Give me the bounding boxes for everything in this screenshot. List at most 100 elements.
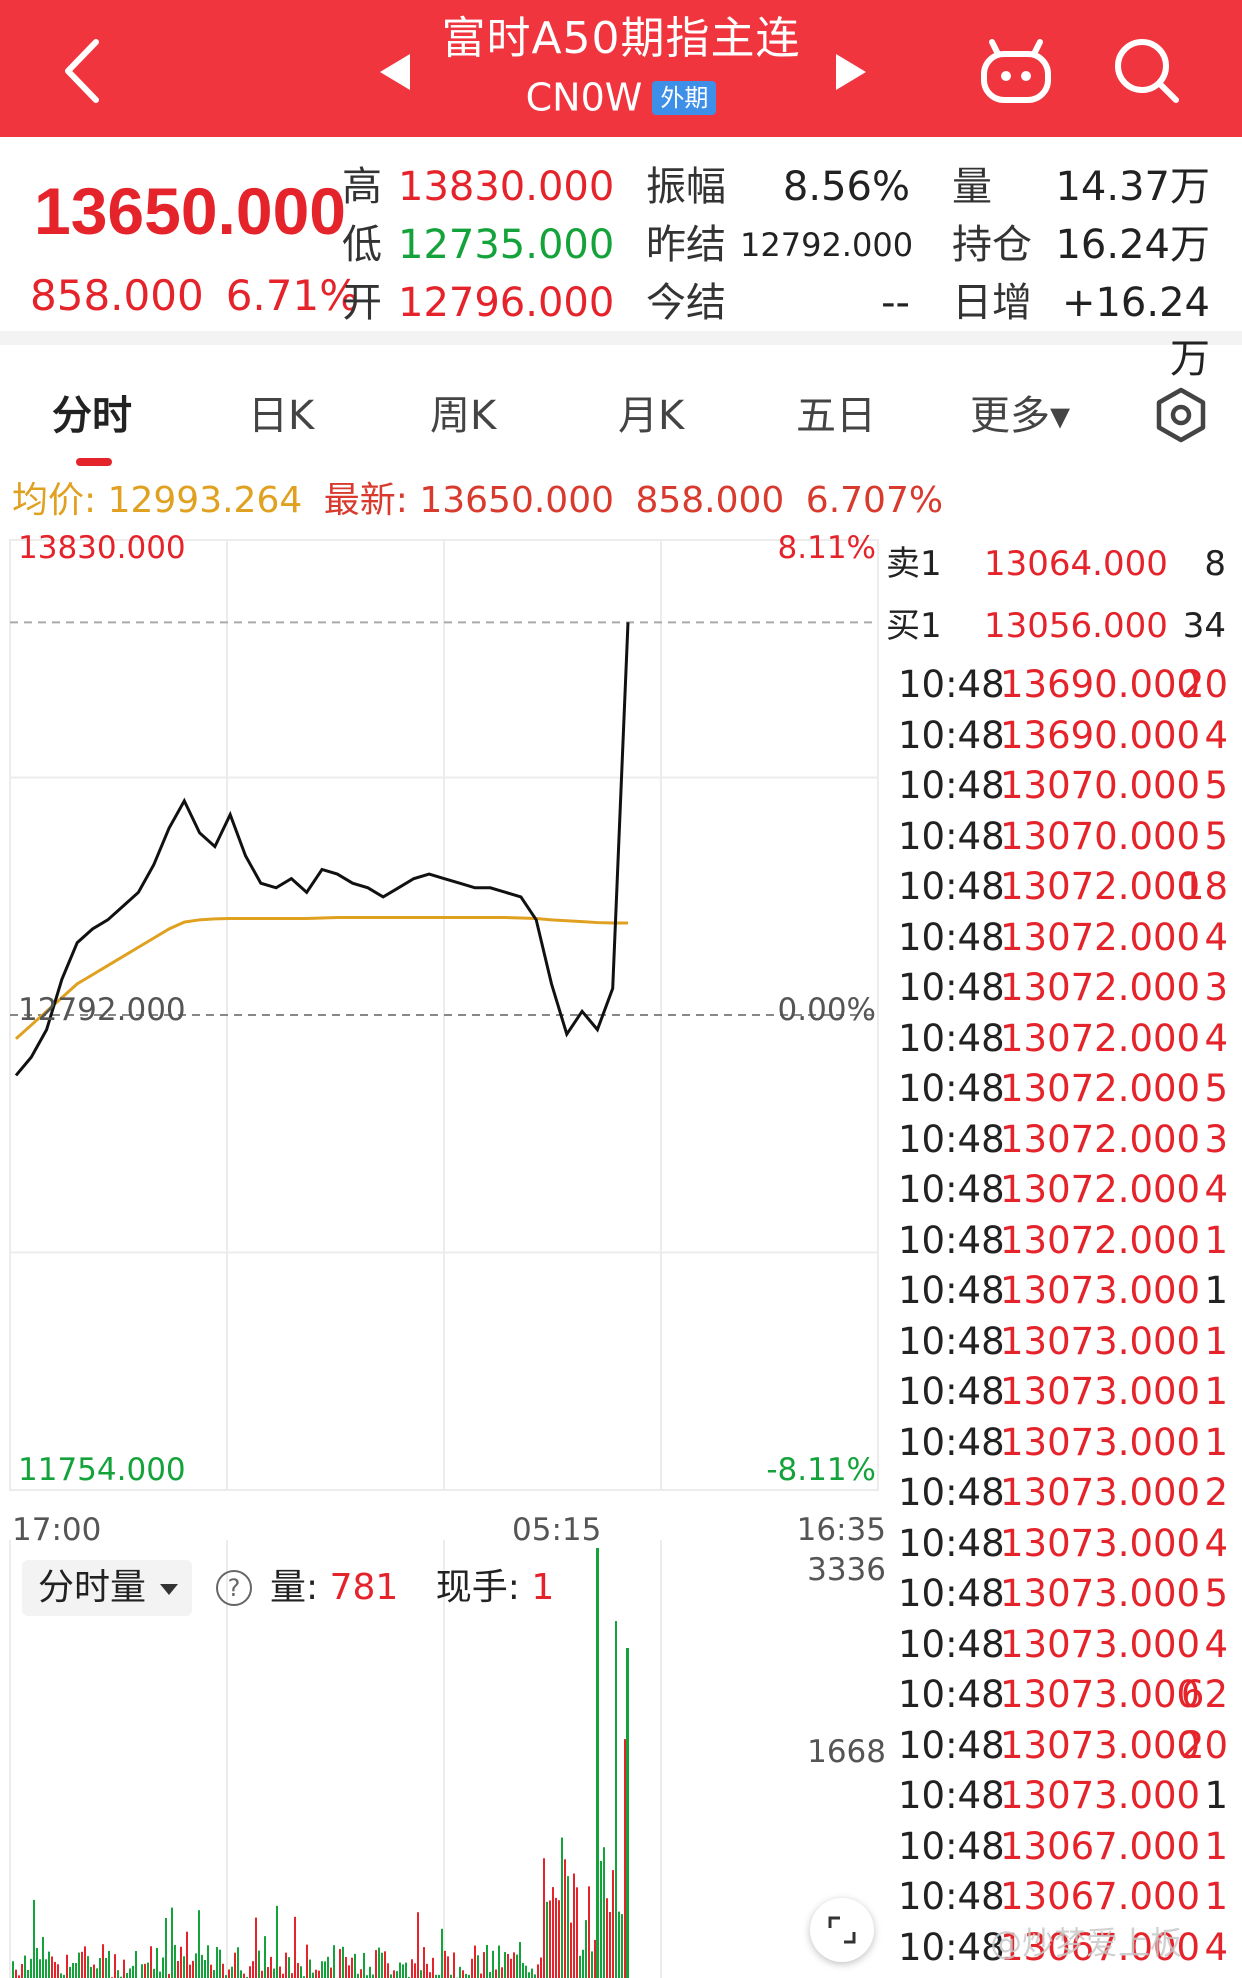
volume-value: 14.37万 bbox=[1055, 164, 1210, 210]
volume-bar bbox=[525, 1965, 527, 1978]
volume-bar bbox=[267, 1967, 269, 1978]
trade-time: 10:48 bbox=[898, 1824, 1005, 1868]
trade-time: 10:48 bbox=[898, 1875, 1005, 1918]
trade-row: 10:48 13072.000 1 bbox=[886, 1216, 1242, 1266]
trade-time: 10:48 bbox=[898, 1622, 1005, 1666]
latest-change: 858.000 bbox=[635, 480, 785, 521]
trade-row: 10:48 13073.000 1 bbox=[886, 1266, 1242, 1316]
tab-intraday[interactable]: 分时 bbox=[52, 393, 132, 439]
latest-change-pct: 6.707% bbox=[805, 480, 944, 521]
trade-row: 10:48 13073.000 62 bbox=[886, 1670, 1242, 1720]
volume-bar bbox=[309, 1959, 311, 1978]
settings-icon[interactable] bbox=[1152, 386, 1210, 444]
trade-row: 10:48 13073.000 4 bbox=[886, 1620, 1242, 1670]
volume-info: 量: 781 现手: 1 bbox=[270, 1560, 554, 1616]
trade-row: 10:48 13067.000 1 bbox=[886, 1822, 1242, 1872]
trade-qty: 4 bbox=[1204, 1622, 1228, 1666]
volume-bar bbox=[609, 1912, 611, 1978]
trade-time: 10:48 bbox=[898, 1067, 1005, 1110]
order-panel: 卖1 13064.000 8 买1 13056.000 34 10:48 1369… bbox=[886, 530, 1242, 1978]
volume-bar bbox=[177, 1961, 179, 1978]
trade-qty: 18 bbox=[1180, 865, 1228, 908]
volume-bar bbox=[435, 1974, 437, 1978]
trade-qty: 3 bbox=[1204, 1117, 1228, 1161]
volume-bar bbox=[489, 1972, 491, 1978]
trade-time: 10:48 bbox=[898, 1673, 1005, 1716]
volume-bar bbox=[387, 1963, 389, 1978]
last-price: 13650.000 bbox=[34, 174, 346, 248]
help-icon[interactable]: ? bbox=[216, 1570, 252, 1606]
trade-row: 10:48 13070.000 5 bbox=[886, 812, 1242, 862]
market-badge: 外期 bbox=[652, 80, 717, 115]
trade-row: 10:48 13070.000 5 bbox=[886, 761, 1242, 811]
tab-daily-k[interactable]: 日K bbox=[248, 393, 315, 439]
volume-bar bbox=[60, 1973, 62, 1978]
trade-row: 10:48 13072.000 5 bbox=[886, 1064, 1242, 1114]
volume-bar bbox=[549, 1900, 551, 1978]
next-arrow-icon[interactable] bbox=[836, 54, 866, 90]
search-icon[interactable] bbox=[1110, 34, 1184, 108]
trade-time: 10:48 bbox=[898, 1218, 1005, 1262]
volume-bar bbox=[516, 1954, 518, 1978]
volume-bar bbox=[291, 1973, 293, 1978]
volume-bar bbox=[126, 1973, 128, 1978]
volume-bar bbox=[168, 1973, 170, 1978]
trade-qty: 20 bbox=[1180, 1723, 1228, 1767]
vol-y-max-label: 3336 bbox=[807, 1552, 886, 1588]
trade-time: 10:48 bbox=[898, 1723, 1005, 1767]
trade-price: 13073.000 bbox=[1000, 1471, 1201, 1514]
tab-more[interactable]: 更多▾ bbox=[970, 393, 1071, 439]
volume-bar bbox=[537, 1964, 539, 1978]
high-value: 13830.000 bbox=[398, 164, 615, 210]
prev-arrow-icon[interactable] bbox=[380, 54, 410, 90]
trade-row: 10:48 13690.000 20 bbox=[886, 660, 1242, 710]
volume-indicator-label: 分时量 bbox=[38, 1567, 147, 1608]
trade-price: 13067.000 bbox=[1000, 1875, 1201, 1918]
volume-bar bbox=[297, 1962, 299, 1978]
fullscreen-button[interactable] bbox=[810, 1898, 874, 1962]
volume-bar bbox=[585, 1920, 587, 1978]
trade-time: 10:48 bbox=[898, 713, 1005, 757]
amplitude-value: 8.56% bbox=[782, 164, 910, 210]
y-low-label: 11754.000 bbox=[18, 1452, 186, 1488]
robot-icon[interactable] bbox=[978, 36, 1054, 106]
chart-canvas[interactable] bbox=[0, 530, 886, 1978]
buy-1-label: 买1 bbox=[886, 606, 942, 646]
volume-bar bbox=[357, 1973, 359, 1978]
volume-bar bbox=[626, 1648, 629, 1978]
tab-weekly-k[interactable]: 周K bbox=[430, 393, 497, 439]
intraday-chart[interactable]: 13830.000 8.11% 12792.000 0.00% 11754.00… bbox=[0, 530, 886, 1978]
trade-price: 13072.000 bbox=[1000, 865, 1201, 908]
tab-five-day[interactable]: 五日 bbox=[796, 393, 876, 439]
volume-bar bbox=[447, 1956, 449, 1978]
chevron-down-icon bbox=[160, 1583, 179, 1595]
trade-price: 13072.000 bbox=[1000, 915, 1201, 959]
volume-bar bbox=[429, 1972, 431, 1978]
volume-bar bbox=[351, 1957, 353, 1978]
back-chevron-icon[interactable] bbox=[52, 36, 112, 106]
volume-bar bbox=[596, 1548, 599, 1978]
volume-bar bbox=[276, 1905, 278, 1978]
title-block: 富时A50期指主连 CN0W 外期 bbox=[370, 10, 872, 130]
tab-monthly-k[interactable]: 月K bbox=[618, 393, 685, 439]
x-label-start: 17:00 bbox=[12, 1512, 102, 1548]
volume-bar bbox=[552, 1887, 554, 1978]
expand-icon bbox=[828, 1916, 856, 1944]
trade-qty: 1 bbox=[1204, 1218, 1228, 1262]
intraday-info: 均价: 12993.264 最新: 13650.000 858.000 6.70… bbox=[12, 474, 943, 528]
prev-settle-label: 昨结 bbox=[646, 222, 726, 268]
volume-bar bbox=[144, 1963, 146, 1978]
trade-time: 10:48 bbox=[898, 865, 1005, 908]
trade-row: 10:48 13073.000 4 bbox=[886, 1519, 1242, 1569]
change-percent: 6.71% bbox=[225, 271, 360, 320]
volume-indicator-select[interactable]: 分时量 bbox=[22, 1560, 193, 1616]
today-settle-label: 今结 bbox=[646, 280, 726, 326]
trade-qty: 4 bbox=[1204, 915, 1228, 959]
volume-bar bbox=[594, 1939, 596, 1978]
trade-row: 10:48 13072.000 4 bbox=[886, 1165, 1242, 1215]
volume-bar bbox=[363, 1952, 365, 1978]
trade-qty: 1 bbox=[1204, 1774, 1228, 1817]
volume-bar bbox=[282, 1973, 284, 1978]
volume-bar bbox=[198, 1910, 200, 1978]
volume-bar bbox=[543, 1858, 545, 1978]
